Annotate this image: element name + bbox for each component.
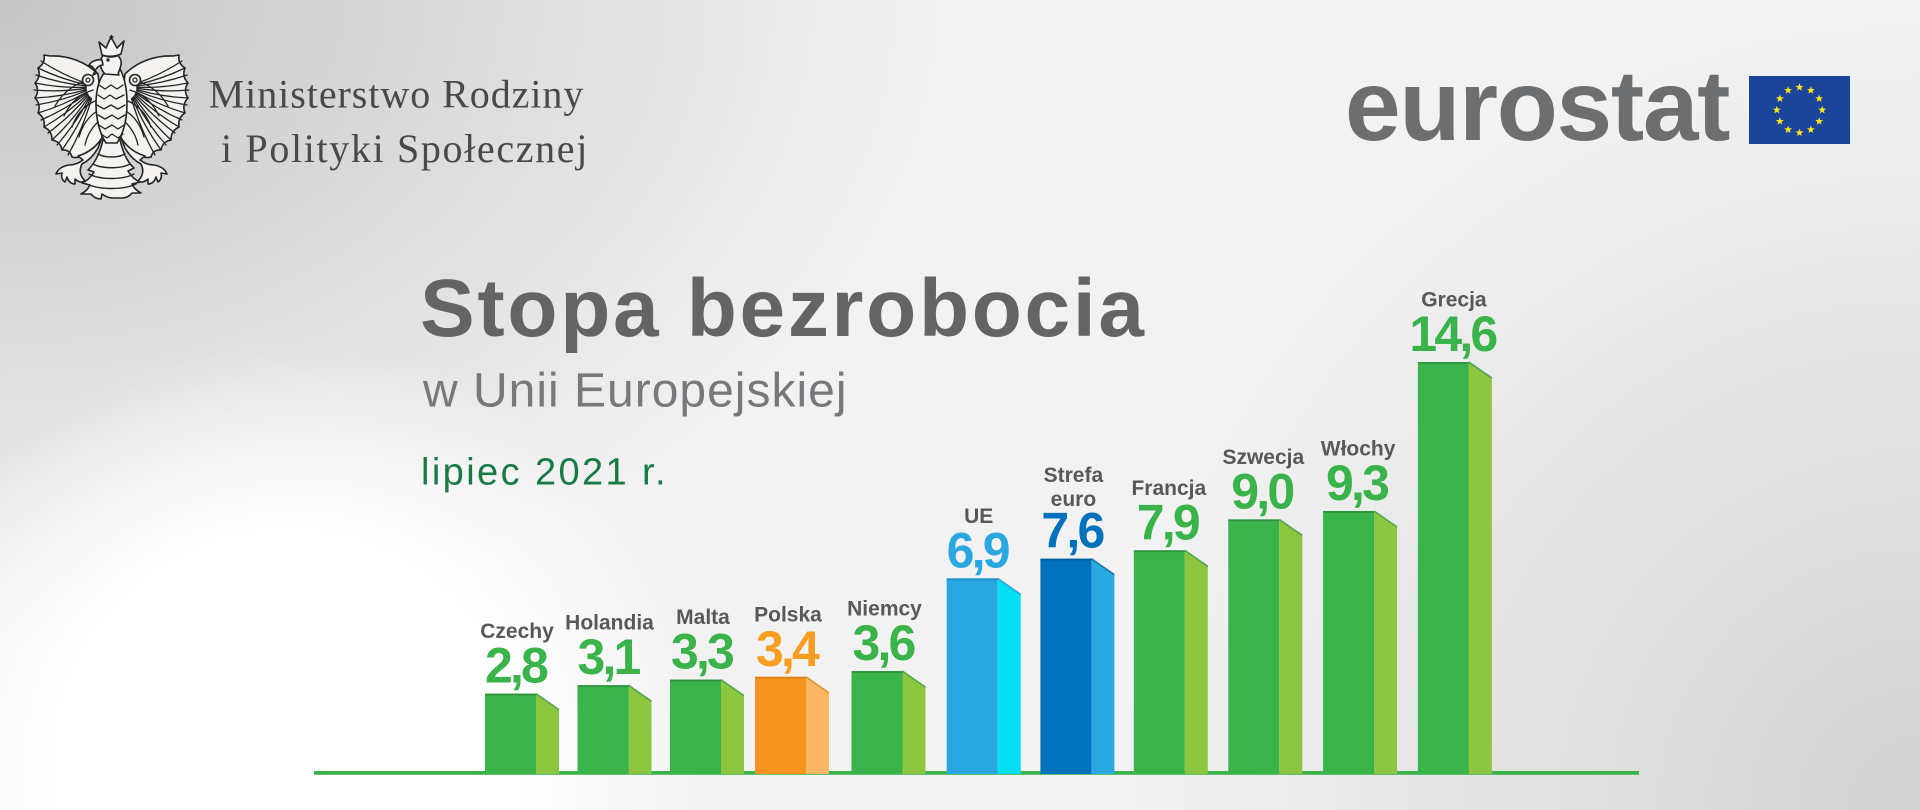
- svg-text:UE: UE: [964, 505, 993, 528]
- svg-text:lipiec 2021 r.: lipiec 2021 r.: [421, 452, 668, 494]
- svg-text:euro: euro: [1051, 488, 1097, 511]
- svg-text:2,8: 2,8: [485, 638, 548, 694]
- svg-text:Malta: Malta: [676, 606, 730, 629]
- svg-text:3,4: 3,4: [756, 621, 820, 677]
- svg-text:Francja: Francja: [1131, 477, 1206, 500]
- svg-text:Niemcy: Niemcy: [847, 598, 922, 621]
- svg-text:7,9: 7,9: [1137, 494, 1199, 550]
- svg-text:7,6: 7,6: [1041, 503, 1103, 559]
- svg-text:3,1: 3,1: [577, 629, 640, 685]
- svg-text:Stopa bezrobocia: Stopa bezrobocia: [420, 263, 1147, 354]
- svg-text:Grecja: Grecja: [1421, 289, 1487, 312]
- svg-text:eurostat: eurostat: [1345, 50, 1730, 162]
- svg-text:6,9: 6,9: [947, 522, 1009, 578]
- svg-text:i Polityki Społecznej: i Polityki Społecznej: [221, 126, 589, 171]
- svg-text:3,3: 3,3: [671, 624, 733, 680]
- svg-text:Szwecja: Szwecja: [1222, 446, 1304, 469]
- svg-text:Ministerstwo Rodziny: Ministerstwo Rodziny: [209, 72, 585, 117]
- svg-text:Czechy: Czechy: [480, 620, 554, 643]
- svg-text:w Unii Europejskiej: w Unii Europejskiej: [422, 365, 848, 418]
- svg-text:Holandia: Holandia: [565, 612, 654, 635]
- svg-text:Strefa: Strefa: [1044, 464, 1104, 487]
- svg-text:9,0: 9,0: [1231, 463, 1293, 519]
- svg-text:3,6: 3,6: [852, 615, 914, 671]
- svg-text:Włochy: Włochy: [1321, 438, 1396, 461]
- svg-text:9,3: 9,3: [1326, 455, 1388, 511]
- svg-text:Polska: Polska: [754, 603, 822, 626]
- svg-text:14,6: 14,6: [1409, 306, 1496, 362]
